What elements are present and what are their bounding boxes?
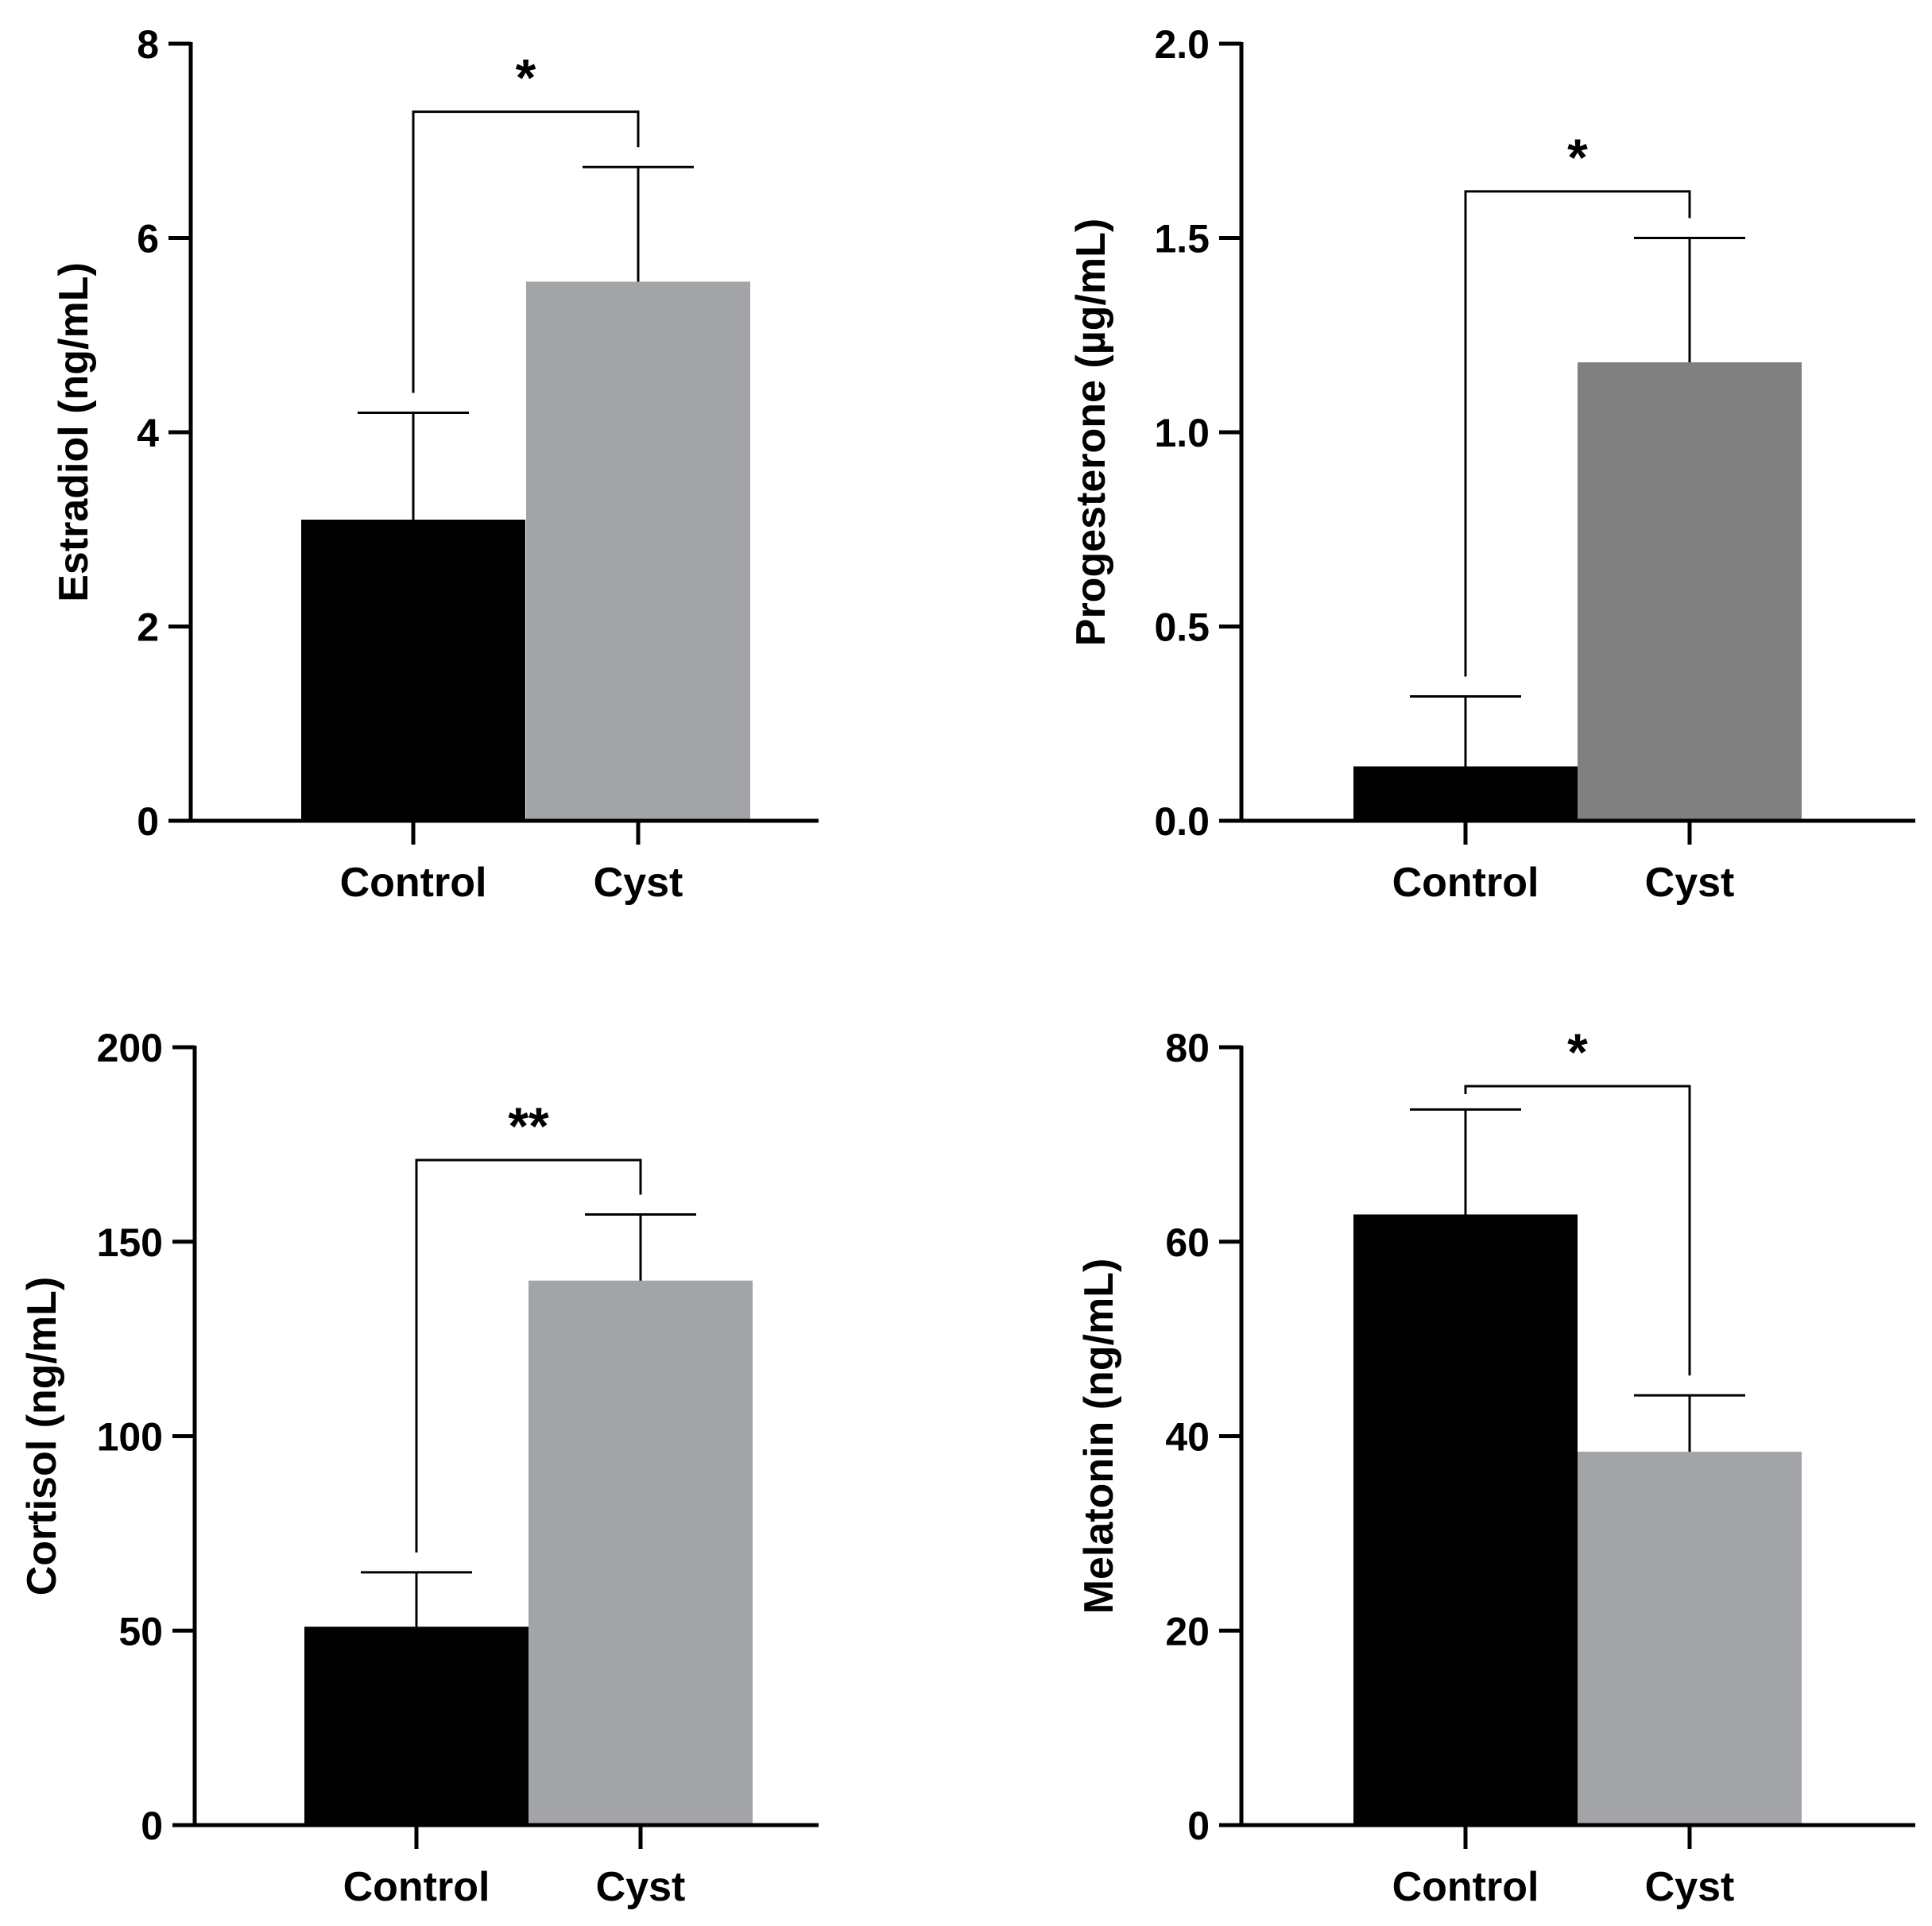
cortisol-category-label-control: Control (343, 1864, 490, 1910)
progesterone-chart: 0.0 0.5 1.0 1.5 2.0 Control Cyst Progesterone (… (1068, 22, 1915, 906)
progesterone-category-label-control: Control (1392, 860, 1539, 906)
melatonin-y-tick-label: 0 (1187, 1804, 1210, 1848)
progesterone-bar-control (1353, 766, 1578, 821)
melatonin-category-label-control: Control (1392, 1864, 1539, 1910)
cortisol-y-axis-title: Cortisol (ng/mL) (19, 1277, 65, 1596)
progesterone-y-tick-label: 0.0 (1154, 799, 1210, 844)
progesterone-y-tick-label: 2.0 (1154, 22, 1210, 67)
progesterone-category-label-cyst: Cyst (1645, 860, 1735, 906)
estradiol-category-label-control: Control (340, 860, 487, 906)
cortisol-y-tick-label: 100 (97, 1415, 163, 1460)
progesterone-y-axis-title: Progesterone (µg/mL) (1068, 219, 1114, 646)
melatonin-y-tick-label: 20 (1165, 1609, 1210, 1653)
estradiol-y-tick-label: 4 (137, 411, 159, 455)
estradiol-y-tick-label: 0 (137, 799, 159, 844)
estradiol-bar-control (301, 520, 525, 821)
cortisol-category-label-cyst: Cyst (596, 1864, 686, 1910)
cortisol-y-tick-label: 0 (141, 1804, 163, 1848)
progesterone-significance-bracket (1464, 190, 1691, 677)
estradiol-y-tick-label: 6 (137, 217, 159, 261)
estradiol-y-tick-label: 2 (137, 605, 159, 650)
cortisol-significance-label: ** (508, 1096, 549, 1155)
estradiol-significance-bracket (412, 110, 640, 393)
cortisol-bar-control (304, 1626, 528, 1825)
estradiol-y-tick-label: 8 (137, 22, 159, 67)
progesterone-bar-cyst (1578, 362, 1802, 822)
cortisol-significance-bracket (415, 1158, 642, 1553)
melatonin-y-axis-title: Melatonin (ng/mL) (1076, 1259, 1122, 1615)
melatonin-bar-control (1353, 1214, 1578, 1825)
progesterone-y-tick-label: 1.5 (1154, 217, 1210, 261)
estradiol-y-axis-title: Estradiol (ng/mL) (51, 262, 97, 602)
melatonin-y-tick-label: 80 (1165, 1026, 1210, 1070)
estradiol-chart: 0 2 4 6 8 Control Cyst Estradiol (ng/mL) * (51, 22, 819, 906)
progesterone-y-tick-label: 0.5 (1154, 605, 1210, 650)
melatonin-bar-cyst (1578, 1452, 1802, 1825)
cortisol-y-tick-label: 50 (118, 1609, 163, 1653)
cortisol-chart: 0 50 100 150 200 Control Cyst Cortisol (ng/mL) *… (19, 1026, 819, 1910)
melatonin-y-tick-label: 40 (1165, 1415, 1210, 1460)
melatonin-category-label-cyst: Cyst (1645, 1864, 1735, 1910)
estradiol-bar-cyst (526, 281, 750, 821)
cortisol-y-tick-label: 200 (97, 1026, 163, 1070)
estradiol-significance-label: * (516, 48, 536, 107)
progesterone-y-tick-label: 1.0 (1154, 411, 1210, 455)
progesterone-significance-label: * (1567, 128, 1588, 187)
estradiol-category-label-cyst: Cyst (594, 860, 683, 906)
cortisol-bar-cyst (528, 1280, 753, 1825)
melatonin-significance-label: * (1567, 1023, 1588, 1081)
melatonin-significance-bracket (1464, 1085, 1691, 1376)
cortisol-y-tick-label: 150 (97, 1220, 163, 1265)
melatonin-chart: 0 20 40 60 80 Control Cyst Melatonin (ng/mL) * (1076, 1023, 1915, 1910)
melatonin-y-tick-label: 60 (1165, 1220, 1210, 1265)
